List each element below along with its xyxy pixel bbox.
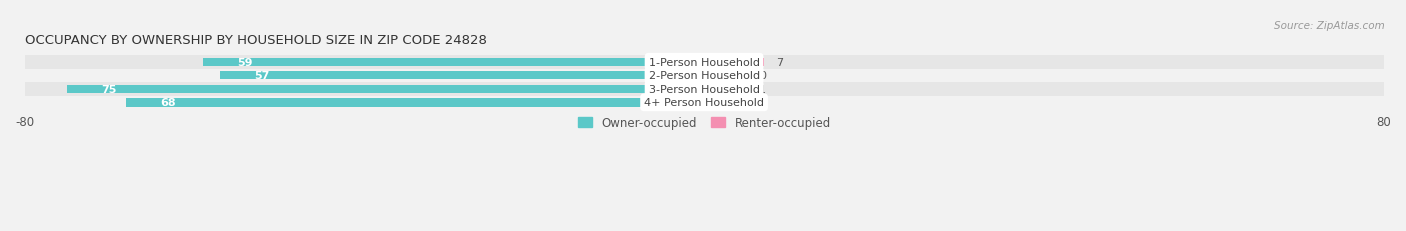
Bar [24,83,1384,96]
Bar [704,58,763,67]
Text: 7: 7 [776,58,783,67]
Text: 75: 75 [101,85,117,94]
Bar [219,72,704,80]
Bar [67,85,704,94]
Bar [127,99,704,107]
Text: 0: 0 [759,71,766,81]
Bar [704,99,747,107]
Text: Source: ZipAtlas.com: Source: ZipAtlas.com [1274,21,1385,31]
Bar [24,69,1384,83]
Text: OCCUPANCY BY OWNERSHIP BY HOUSEHOLD SIZE IN ZIP CODE 24828: OCCUPANCY BY OWNERSHIP BY HOUSEHOLD SIZE… [24,33,486,46]
Bar [24,56,1384,69]
Bar [704,72,747,80]
Text: 0: 0 [759,98,766,108]
Text: 59: 59 [238,58,253,67]
Bar [202,58,704,67]
Text: 57: 57 [254,71,270,81]
Text: 1-Person Household: 1-Person Household [648,58,759,67]
Text: 68: 68 [160,98,176,108]
Bar [704,85,747,94]
Text: 3-Person Household: 3-Person Household [648,85,759,94]
Bar [24,96,1384,110]
Legend: Owner-occupied, Renter-occupied: Owner-occupied, Renter-occupied [572,112,835,134]
Text: 4+ Person Household: 4+ Person Household [644,98,763,108]
Text: 1: 1 [759,85,766,94]
Text: 2-Person Household: 2-Person Household [648,71,759,81]
